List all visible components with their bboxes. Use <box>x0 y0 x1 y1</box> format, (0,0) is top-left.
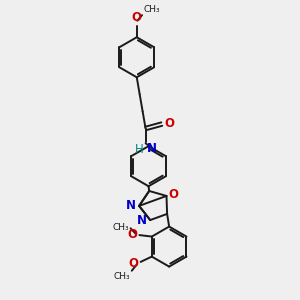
Text: CH₃: CH₃ <box>143 5 160 14</box>
Text: N: N <box>137 214 147 227</box>
Text: O: O <box>128 228 138 241</box>
Text: O: O <box>164 117 174 130</box>
Text: N: N <box>146 142 157 155</box>
Text: H: H <box>135 143 143 156</box>
Text: CH₃: CH₃ <box>114 272 130 281</box>
Text: CH₃: CH₃ <box>113 223 129 232</box>
Text: N: N <box>126 199 136 212</box>
Text: O: O <box>168 188 178 201</box>
Text: O: O <box>132 11 142 24</box>
Text: O: O <box>129 256 139 270</box>
